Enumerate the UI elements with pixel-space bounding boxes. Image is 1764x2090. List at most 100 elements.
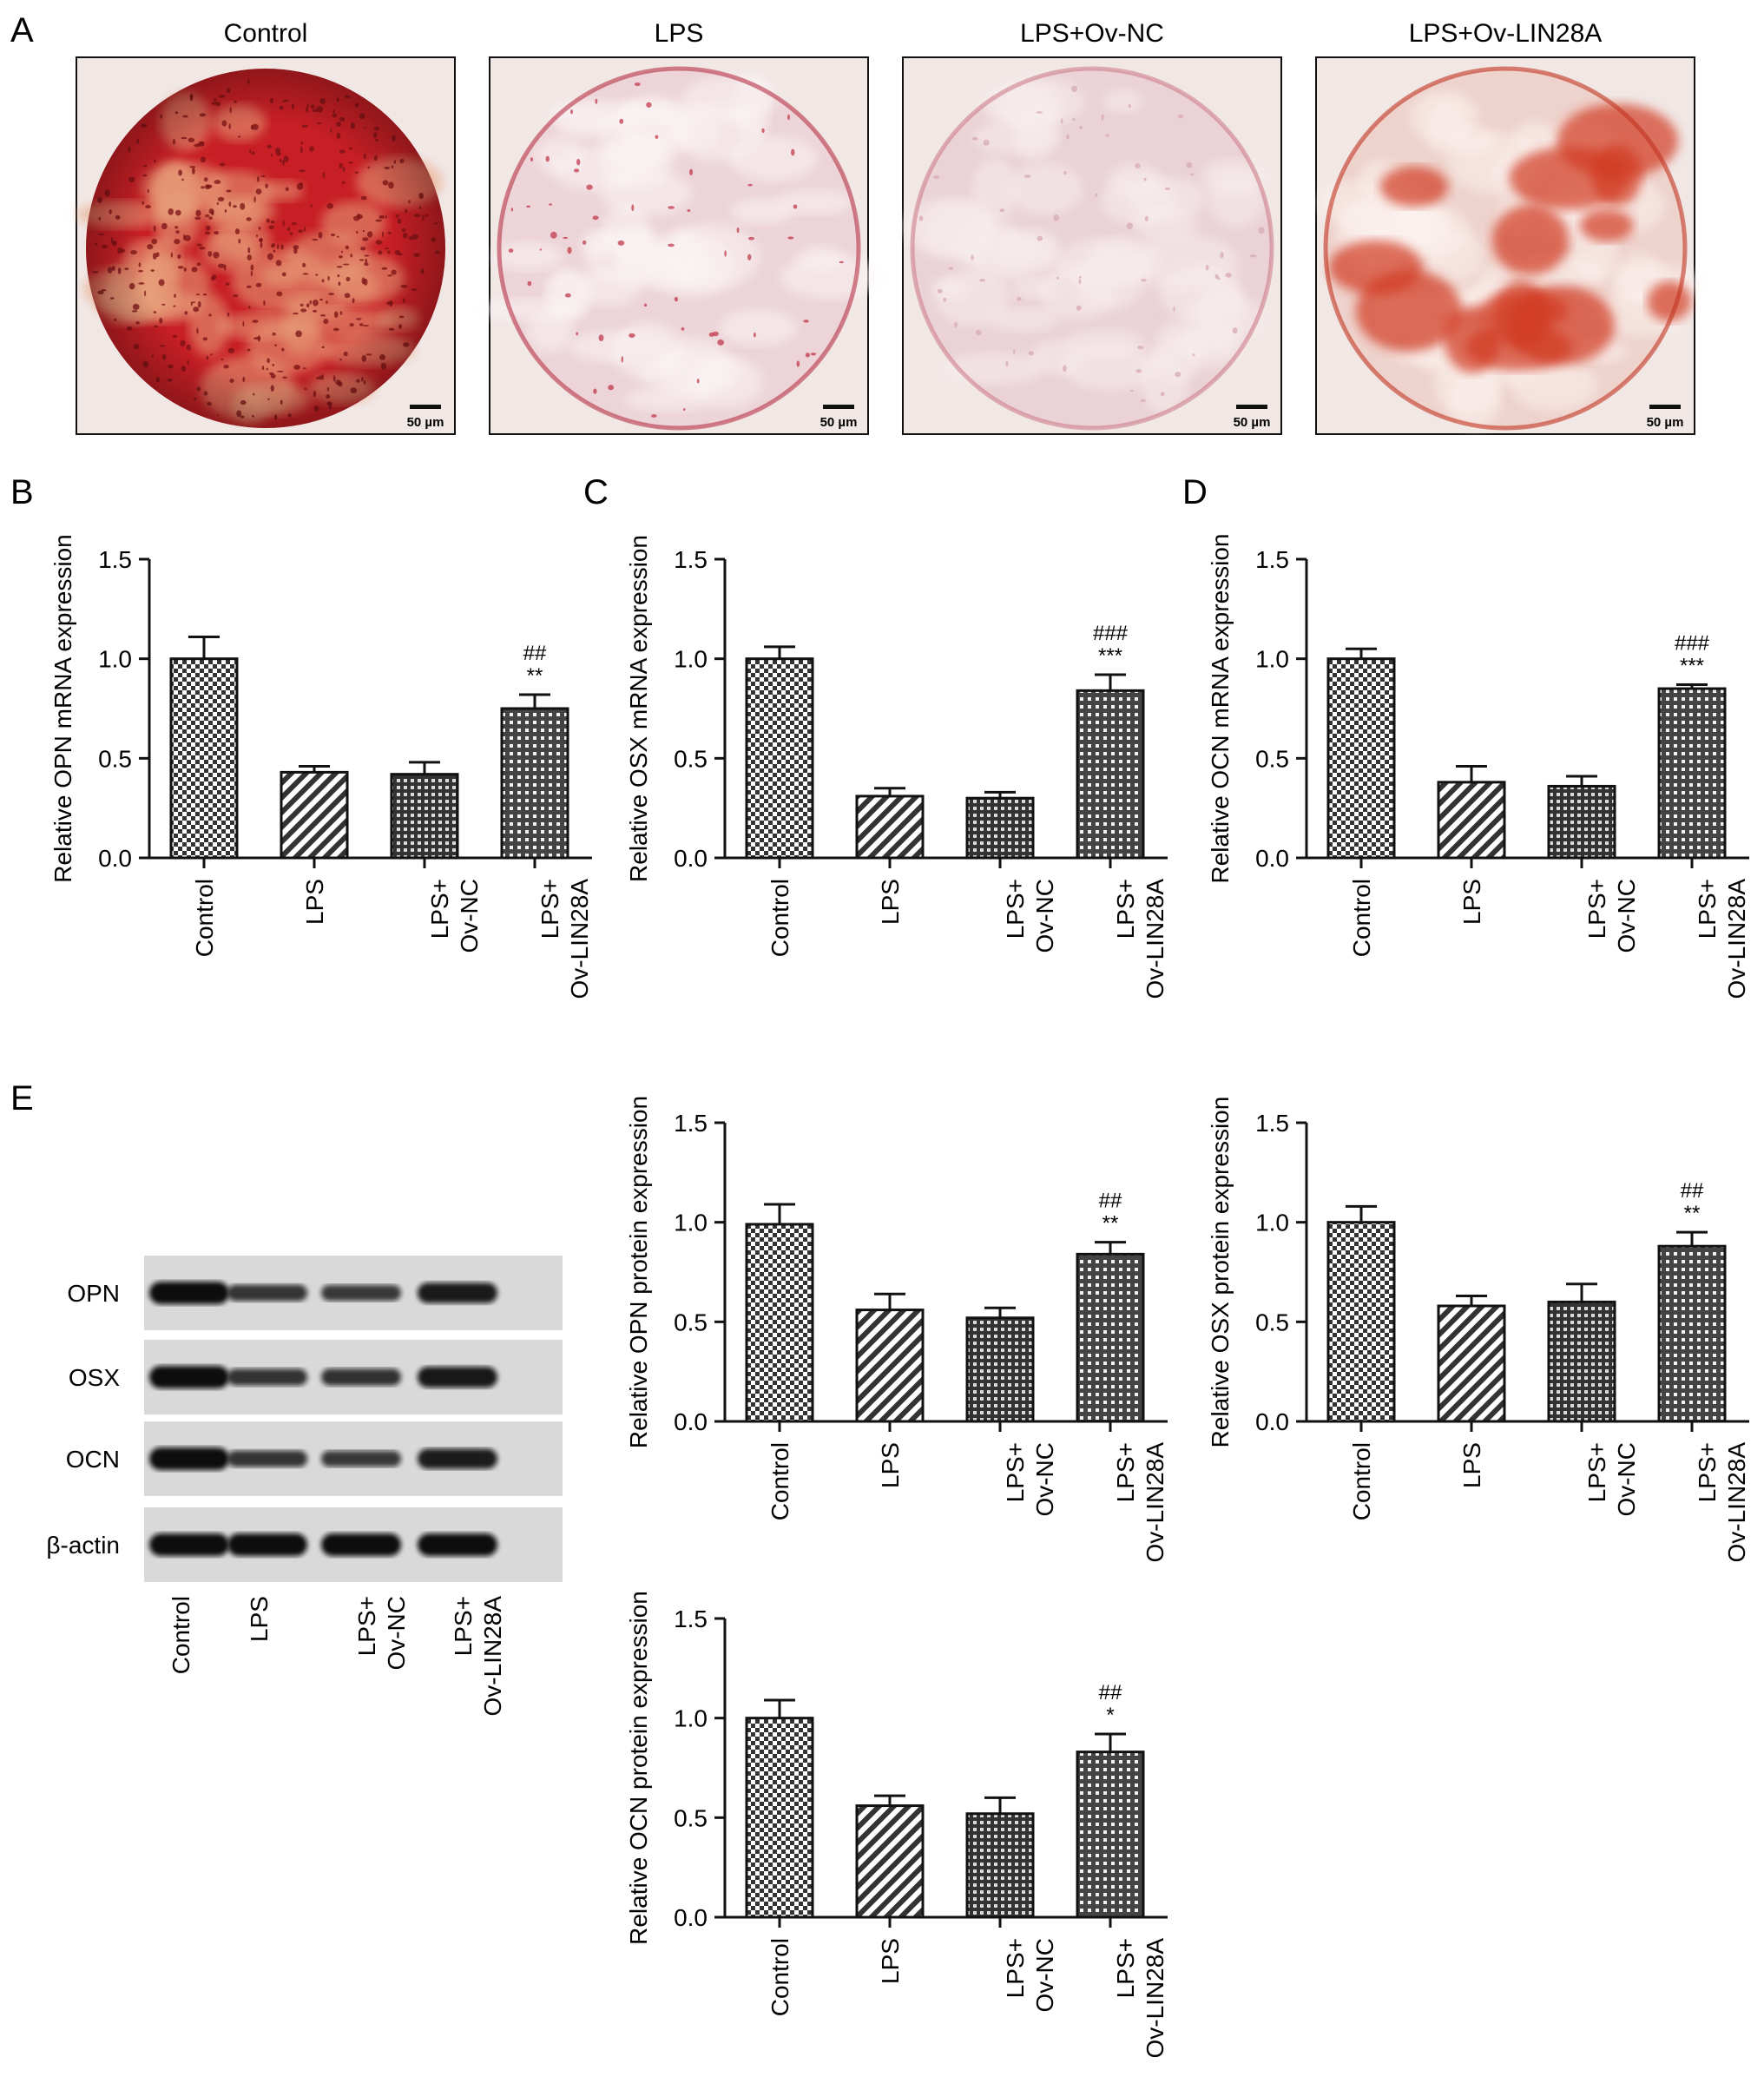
y-tick-label: 0.5 (98, 745, 132, 772)
blot-lane-label: LPS+ Ov-LIN28A (450, 1596, 506, 1717)
x-tick-label: LPS (877, 1938, 904, 1984)
blot-band (418, 1282, 497, 1303)
significance-label: ## ** (1681, 1179, 1704, 1225)
x-tick-label: LPS+ Ov-LIN28A (1694, 879, 1750, 999)
y-tick-label: 0.5 (674, 1804, 708, 1831)
staining-image-control: Control 50 µm (76, 19, 456, 435)
panel-letter-b: B (10, 473, 34, 511)
x-tick-label: LPS+ Ov-LIN28A (1694, 1442, 1750, 1563)
significance-label: ## ** (523, 642, 547, 688)
panel-letter-a: A (10, 11, 34, 49)
scale-bar-label: 50 µm (1234, 415, 1271, 430)
blot-lane-label: LPS (246, 1596, 273, 1642)
x-tick-label: LPS+ Ov-LIN28A (1112, 1442, 1168, 1563)
y-axis-label: Relative OSX mRNA expression (625, 535, 652, 882)
x-tick-label: Control (767, 879, 793, 957)
y-axis-label: Relative OCN mRNA expression (1207, 533, 1234, 883)
bar-lps-ov-nc (965, 1316, 1035, 1423)
y-axis-label: Relative OCN protein expression (625, 1591, 652, 1945)
x-tick-label: LPS+ Ov-NC (1002, 1442, 1058, 1517)
blot-lane-label: Control (168, 1596, 194, 1674)
bar-lps-ov-lin28a (500, 707, 569, 860)
bar-chart-b: 0.0 0.5 1.0 1.5 Relative OPN mRNA expression… (49, 534, 593, 999)
x-tick-label: LPS (1458, 1442, 1485, 1488)
x-tick-label: LPS+ Ov-NC (426, 879, 483, 953)
scale-bar-icon (410, 405, 441, 409)
bar-lps-ov-lin28a (1657, 1244, 1727, 1423)
scale-bar-icon (1236, 405, 1267, 409)
bar-lps (1437, 781, 1506, 860)
blot-band (321, 1450, 401, 1467)
scale-bar-label: 50 µm (407, 415, 444, 430)
scale-bar-label: 50 µm (1647, 415, 1684, 430)
y-tick-label: 1.5 (674, 1110, 708, 1137)
blot-band (227, 1533, 307, 1556)
y-axis-label: Relative OSX protein expression (1207, 1097, 1234, 1448)
y-tick-label: 0.0 (674, 845, 708, 872)
y-tick-label: 1.5 (98, 546, 132, 573)
y-tick-label: 1.0 (674, 1705, 708, 1732)
blot-band (418, 1366, 497, 1388)
y-tick-label: 1.0 (1255, 1210, 1289, 1236)
bar-chart-e3: 0.0 0.5 1.0 1.5 Relative OCN protein express… (625, 1591, 1168, 2058)
y-tick-label: 0.0 (1255, 845, 1289, 872)
staining-image-lps-ov-lin28a: LPS+Ov-LIN28A 50 µm (1315, 19, 1701, 435)
y-tick-label: 1.5 (674, 546, 708, 573)
blot-band (321, 1284, 401, 1302)
blot-row-opn: OPN (67, 1256, 563, 1330)
image-title: LPS (655, 19, 704, 48)
image-title: Control (224, 19, 308, 48)
scale-bar-label: 50 µm (820, 415, 858, 430)
bar-lps-ov-lin28a (1076, 1750, 1145, 1919)
x-tick-label: LPS (1458, 879, 1485, 925)
bar-chart-e1: 0.0 0.5 1.0 1.5 Relative OPN protein express… (625, 1096, 1168, 1563)
bar-lps-ov-nc (965, 1812, 1035, 1919)
scale-bar-icon (823, 405, 854, 409)
bar-control (745, 657, 814, 860)
blot-band (227, 1284, 307, 1302)
bar-lps (280, 770, 349, 860)
bar-control (169, 657, 239, 860)
bar-control (745, 1223, 814, 1423)
bar-lps-ov-lin28a (1076, 689, 1145, 860)
y-tick-label: 0.5 (674, 745, 708, 772)
bar-chart-c: 0.0 0.5 1.0 1.5 Relative OSX mRNA expression… (625, 535, 1168, 999)
blot-band (418, 1448, 497, 1469)
bar-lps (855, 1309, 925, 1423)
x-tick-label: LPS+ Ov-NC (1583, 1442, 1640, 1517)
bar-chart-e2: 0.0 0.5 1.0 1.5 Relative OSX protein express… (1207, 1097, 1750, 1563)
blot-lane-label: LPS+ Ov-NC (353, 1596, 410, 1671)
blot-band (321, 1368, 401, 1386)
blot-band (149, 1447, 229, 1470)
bar-lps-ov-nc (1547, 784, 1616, 860)
bar-lps-ov-lin28a (1076, 1252, 1145, 1423)
bar-lps (1437, 1304, 1506, 1423)
y-tick-label: 0.0 (98, 845, 132, 872)
x-tick-label: Control (767, 1938, 793, 2016)
blot-band (227, 1368, 307, 1386)
bar-control (745, 1717, 814, 1919)
significance-label: ## ** (1099, 1190, 1122, 1236)
x-tick-label: Control (1348, 879, 1375, 957)
y-tick-label: 0.0 (674, 1904, 708, 1931)
blot-band (321, 1533, 401, 1556)
blot-band-label: OCN (66, 1446, 120, 1473)
image-title: LPS+Ov-LIN28A (1409, 19, 1603, 48)
y-tick-label: 1.0 (98, 646, 132, 673)
y-tick-label: 0.5 (1255, 1309, 1289, 1335)
western-blot: OPN OSX OCN β-actin Control LPS LPS+ Ov-NC LPS+ O… (46, 1256, 563, 1717)
panel-letter-d: D (1182, 473, 1208, 511)
y-tick-label: 0.5 (1255, 745, 1289, 772)
staining-image-lps: LPS 50 µm (481, 19, 879, 435)
x-tick-label: LPS+ Ov-LIN28A (1112, 1938, 1168, 2059)
blot-band (149, 1282, 229, 1304)
bar-chart-d: 0.0 0.5 1.0 1.5 Relative OCN mRNA expression… (1207, 533, 1750, 999)
y-tick-label: 1.0 (674, 1210, 708, 1236)
y-tick-label: 0.0 (1255, 1408, 1289, 1435)
x-tick-label: LPS+ Ov-NC (1002, 879, 1058, 953)
scale-bar-icon (1649, 405, 1681, 409)
blot-row-ocn: OCN (66, 1421, 563, 1496)
blot-band (227, 1450, 307, 1467)
image-title: LPS+Ov-NC (1020, 19, 1164, 48)
